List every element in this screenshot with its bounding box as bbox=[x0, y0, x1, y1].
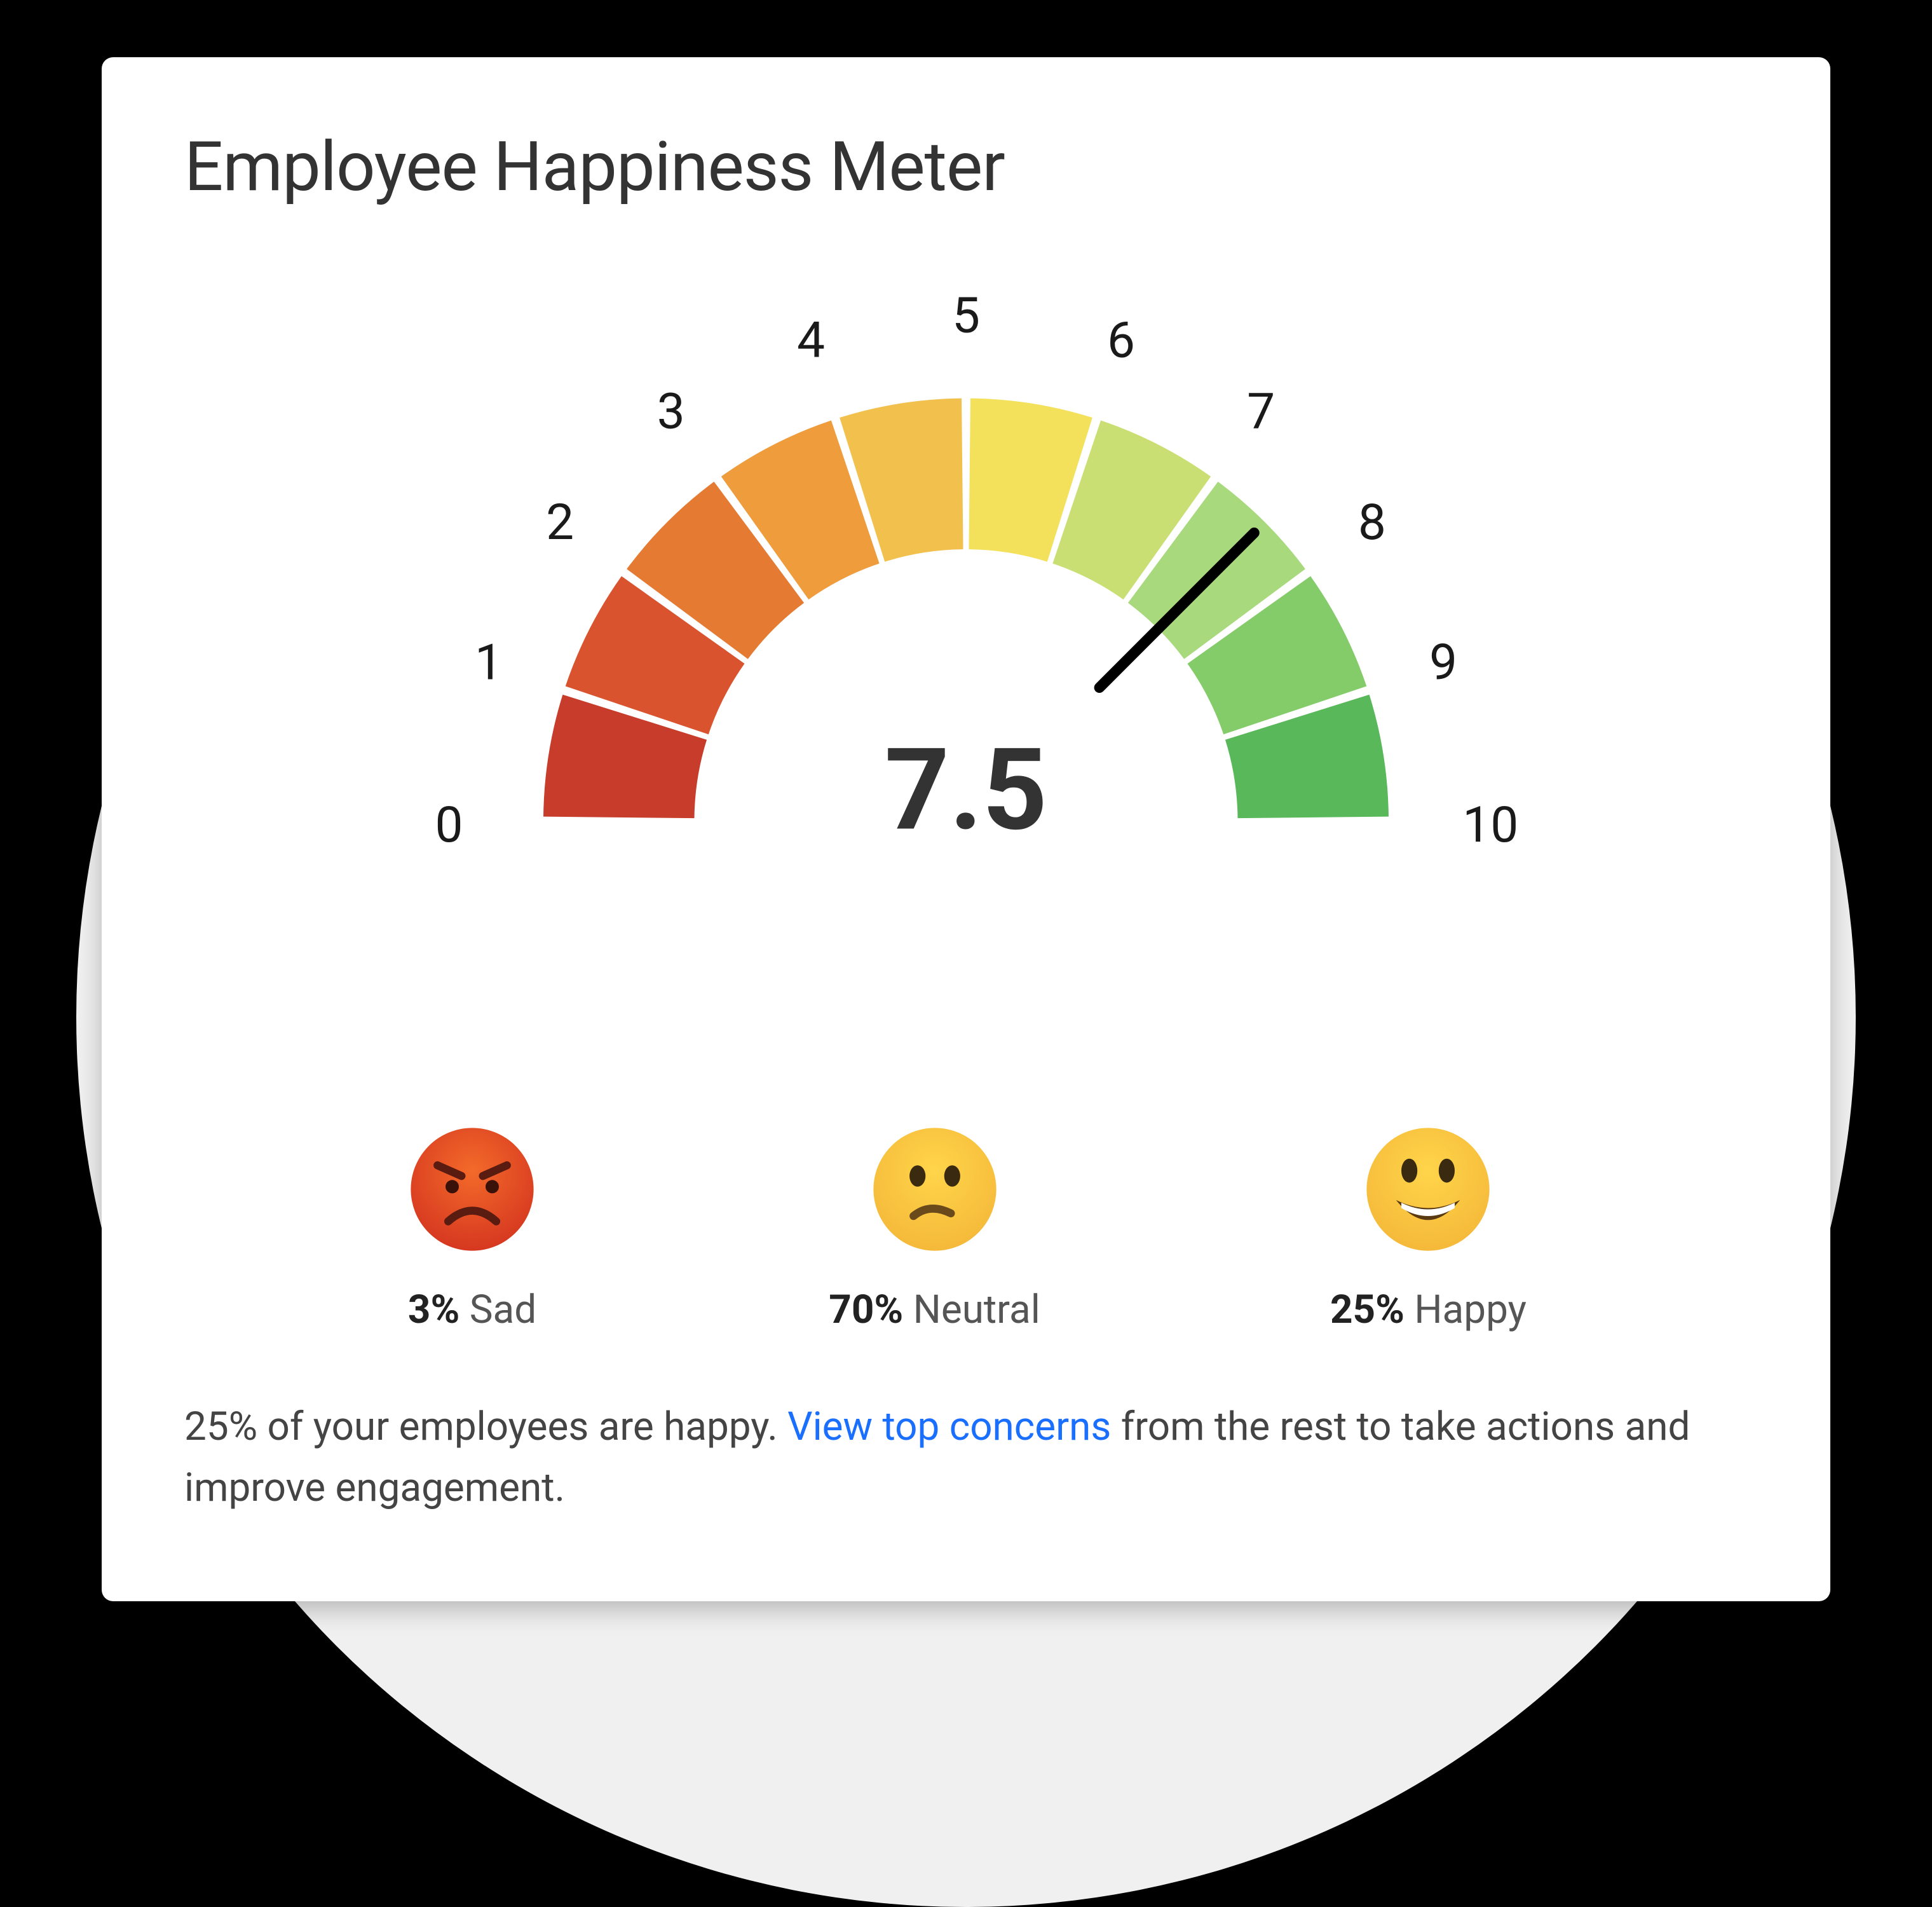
gauge-container: 0 1 2 3 4 5 6 7 8 9 10 7.5 bbox=[184, 277, 1748, 957]
happiness-card: Employee Happiness Meter 0 1 2 3 4 5 6 7 8 9 10 7.5… bbox=[102, 57, 1830, 1601]
gauge-tick-7: 7 bbox=[1247, 382, 1275, 441]
mood-sad-pct: 3% bbox=[408, 1287, 459, 1333]
happy-emoji-icon bbox=[1361, 1123, 1495, 1256]
mood-happy-label: 25% Happy bbox=[1330, 1287, 1527, 1333]
mood-breakdown: 3% Sad 70% Neutral 25% Happy bbox=[184, 1123, 1748, 1333]
mood-happy-name: Happy bbox=[1405, 1287, 1527, 1333]
happiness-gauge: 0 1 2 3 4 5 6 7 8 9 10 7.5 bbox=[362, 277, 1570, 957]
sad-emoji-icon bbox=[405, 1123, 539, 1256]
neutral-emoji-icon bbox=[868, 1123, 1002, 1256]
mood-happy: 25% Happy bbox=[1330, 1123, 1527, 1333]
mood-neutral-name: Neutral bbox=[903, 1287, 1040, 1333]
mood-sad: 3% Sad bbox=[405, 1123, 539, 1333]
gauge-value: 7.5 bbox=[885, 725, 1047, 857]
summary-text: 25% of your employees are happy. View to… bbox=[184, 1397, 1748, 1519]
gauge-tick-2: 2 bbox=[546, 493, 574, 552]
gauge-tick-9: 9 bbox=[1429, 633, 1457, 692]
view-top-concerns-link[interactable]: View top concerns bbox=[787, 1404, 1111, 1450]
mood-neutral-pct: 70% bbox=[829, 1287, 903, 1333]
mood-sad-name: Sad bbox=[459, 1287, 536, 1333]
gauge-tick-1: 1 bbox=[475, 633, 503, 692]
mood-neutral: 70% Neutral bbox=[829, 1123, 1040, 1333]
summary-before: 25% of your employees are happy. bbox=[184, 1404, 787, 1450]
gauge-tick-6: 6 bbox=[1107, 311, 1135, 369]
card-title: Employee Happiness Meter bbox=[184, 127, 1748, 207]
gauge-tick-5: 5 bbox=[952, 287, 980, 345]
gauge-tick-3: 3 bbox=[657, 382, 685, 441]
gauge-tick-4: 4 bbox=[797, 311, 825, 369]
gauge-tick-0: 0 bbox=[435, 796, 463, 854]
gauge-tick-10: 10 bbox=[1462, 796, 1518, 854]
mood-neutral-label: 70% Neutral bbox=[829, 1287, 1040, 1333]
gauge-tick-8: 8 bbox=[1358, 493, 1386, 552]
mood-sad-label: 3% Sad bbox=[408, 1287, 536, 1333]
mood-happy-pct: 25% bbox=[1330, 1287, 1405, 1333]
